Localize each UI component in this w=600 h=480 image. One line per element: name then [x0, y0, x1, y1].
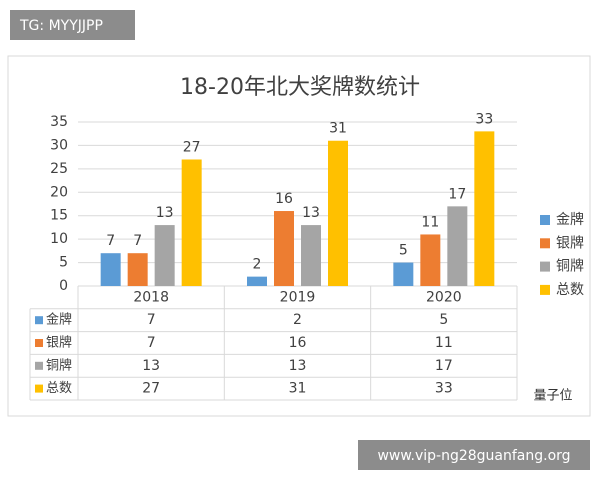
bar: [181, 159, 202, 286]
data-label: 5: [399, 243, 408, 259]
bar: [154, 225, 175, 286]
y-tick-label: 30: [50, 137, 68, 153]
data-label: 7: [106, 233, 115, 249]
bar: [393, 262, 414, 286]
badge-text: www.vip-ng28guanfang.org: [377, 448, 570, 464]
legend-label: 铜牌: [556, 258, 584, 275]
table-row-label: 总数: [46, 381, 72, 396]
data-label: 17: [448, 186, 466, 202]
data-label: 7: [133, 233, 142, 249]
table-legend-swatch: [35, 339, 43, 347]
table-cell: 31: [289, 381, 307, 397]
table-cell: 33: [435, 381, 453, 397]
legend-swatch: [540, 261, 550, 272]
table-cell: 16: [289, 335, 307, 351]
legend-label: 总数: [556, 282, 584, 298]
badge-text: TG: MYYJJPP: [19, 18, 103, 34]
table-legend-swatch: [35, 316, 43, 325]
bar: [420, 234, 441, 286]
table-cell: 2: [293, 312, 302, 328]
bar: [100, 253, 121, 286]
table-cell: 13: [289, 358, 307, 374]
table-cell: 7: [147, 335, 156, 351]
bar: [301, 225, 321, 286]
table-cell: 13: [142, 358, 160, 374]
data-label: 33: [475, 111, 493, 127]
table-cell: 27: [142, 381, 160, 397]
bar: [247, 276, 267, 286]
data-label: 31: [329, 121, 347, 137]
legend-swatch: [540, 284, 550, 295]
bar: [274, 211, 294, 286]
bar: [127, 253, 148, 286]
table-cell: 11: [435, 335, 453, 351]
chart-title: 18-20年北大奖牌数统计: [180, 75, 420, 100]
x-tick-label: 2019: [280, 289, 316, 305]
y-tick-label: 15: [50, 208, 68, 224]
y-tick-label: 20: [50, 184, 68, 200]
table-legend-swatch: [35, 384, 43, 393]
data-label: 16: [275, 191, 293, 207]
table-row-label: 铜牌: [46, 357, 72, 373]
table-cell: 17: [435, 358, 453, 374]
table-row-label: 银牌: [46, 335, 72, 351]
bar: [474, 131, 495, 286]
y-tick-label: 25: [50, 161, 68, 177]
data-label: 13: [302, 205, 320, 221]
legend-label: 金牌: [556, 211, 584, 228]
legend-swatch: [540, 238, 550, 249]
y-tick-label: 0: [59, 278, 68, 294]
data-label: 11: [421, 214, 439, 230]
table-cell: 7: [147, 312, 156, 328]
x-tick-label: 2018: [133, 289, 169, 305]
bar: [447, 206, 468, 286]
badge: [358, 440, 590, 470]
legend-label: 银牌: [556, 234, 584, 251]
badge: [10, 10, 135, 40]
y-tick-label: 35: [50, 114, 68, 130]
bar: [328, 140, 348, 286]
table-legend-swatch: [35, 361, 43, 370]
x-tick-label: 2020: [426, 289, 462, 305]
y-tick-label: 5: [59, 255, 68, 271]
legend-swatch: [540, 215, 550, 225]
data-label: 13: [156, 205, 174, 221]
watermark: 量子位: [533, 389, 572, 404]
table-row-label: 金牌: [46, 312, 72, 328]
data-label: 27: [183, 139, 201, 155]
table-cell: 5: [439, 312, 448, 328]
y-tick-label: 10: [50, 231, 68, 247]
data-label: 2: [253, 257, 262, 273]
